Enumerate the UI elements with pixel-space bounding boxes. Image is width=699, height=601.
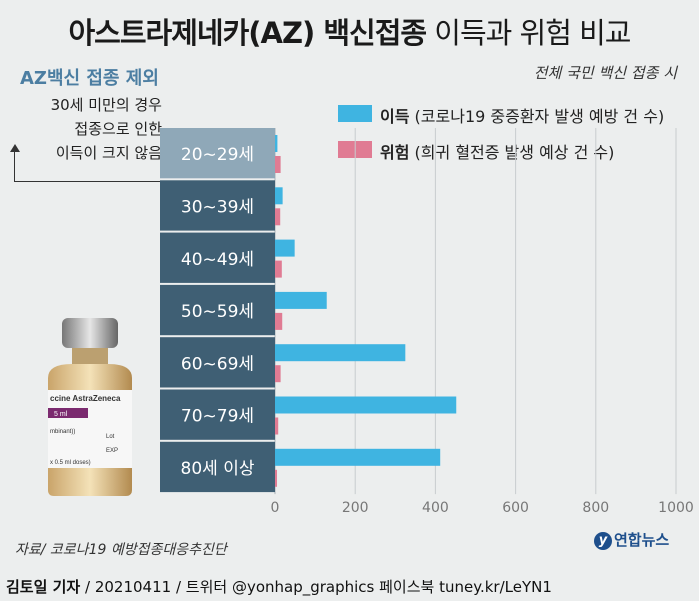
category-label-box xyxy=(160,284,275,336)
category-label: 40∼49세 xyxy=(181,250,254,270)
chart-title: 아스트라제네카(AZ) 백신접종 이득과 위험 비교 xyxy=(68,16,632,50)
bar-risk xyxy=(275,312,283,330)
category-label: 50∼59세 xyxy=(181,302,254,322)
category-label: 70∼79세 xyxy=(181,407,254,427)
legend-swatch-benefit xyxy=(338,105,372,122)
bar-benefit xyxy=(275,291,327,309)
x-tick-label: 800 xyxy=(582,500,609,516)
bar-benefit xyxy=(275,344,406,362)
vial-volume-text: 5 ml xyxy=(54,411,68,418)
category-label-box xyxy=(160,389,275,440)
vaccine-vial-image: ccine AstraZeneca 5 ml mbinant)) Lot EXP… xyxy=(48,318,132,496)
category-label-box xyxy=(160,337,275,388)
bar-risk xyxy=(275,156,281,173)
x-tick-label: 400 xyxy=(422,500,449,516)
x-tick-label: 600 xyxy=(502,500,529,516)
note-bracket-horizontal xyxy=(14,181,162,182)
x-tick-label: 0 xyxy=(271,500,280,516)
category-label-box xyxy=(160,232,275,283)
note-line: 접종으로 인한 xyxy=(74,120,162,138)
category-label-box xyxy=(160,441,275,493)
vial-line-text: mbinant)) xyxy=(50,429,75,435)
note-bracket-vertical xyxy=(14,150,15,182)
vial-lot-text: Lot xyxy=(106,434,115,440)
legend-benefit: 이득 (코로나19 중증환자 발생 예방 건 수) xyxy=(380,107,665,126)
vial-brand-text: ccine AstraZeneca xyxy=(50,394,121,403)
source-note: 자료/ 코로나19 예방접종대응추진단 xyxy=(15,542,227,558)
legend-risk: 위험 (희귀 혈전증 발생 예상 건 수) xyxy=(380,143,615,162)
bar-benefit xyxy=(275,187,283,205)
category-label: 20∼29세 xyxy=(181,145,254,165)
bar-risk xyxy=(275,260,282,278)
note-text: 30세 미만의 경우 접종으로 인한 이득이 크지 않음 xyxy=(12,93,162,165)
bar-benefit xyxy=(275,239,295,257)
bar-risk xyxy=(275,365,281,383)
yonhap-logo: y 연합뉴스 xyxy=(594,529,669,550)
category-label-box xyxy=(160,128,275,179)
bar-benefit xyxy=(275,396,457,414)
category-label: 30∼39세 xyxy=(181,197,254,217)
note-line: 이득이 크지 않음 xyxy=(55,144,162,162)
bar-benefit xyxy=(275,135,278,152)
category-label: 60∼69세 xyxy=(181,354,254,374)
vial-exp-text: EXP xyxy=(106,448,118,454)
credit-line: 김토일 기자 / 20210411 / 트위터 @yonhap_graphics… xyxy=(6,578,552,596)
arrow-up-icon xyxy=(10,144,20,152)
yonhap-logo-icon: y xyxy=(594,531,612,550)
bar-benefit xyxy=(275,448,441,466)
bar-risk xyxy=(275,469,278,487)
category-label-box xyxy=(160,180,275,231)
x-tick-label: 200 xyxy=(342,500,369,516)
bar-risk xyxy=(275,417,279,435)
chart-subtitle: 전체 국민 백신 접종 시 xyxy=(533,64,677,82)
category-label: 80세 이상 xyxy=(181,459,255,479)
vial-doses-text: x 0.5 ml doses) xyxy=(50,460,91,466)
x-tick-label: 1000 xyxy=(658,500,694,516)
bar-risk xyxy=(275,208,281,226)
note-title: AZ백신 접종 제외 xyxy=(20,68,159,89)
note-line: 30세 미만의 경우 xyxy=(50,96,162,114)
